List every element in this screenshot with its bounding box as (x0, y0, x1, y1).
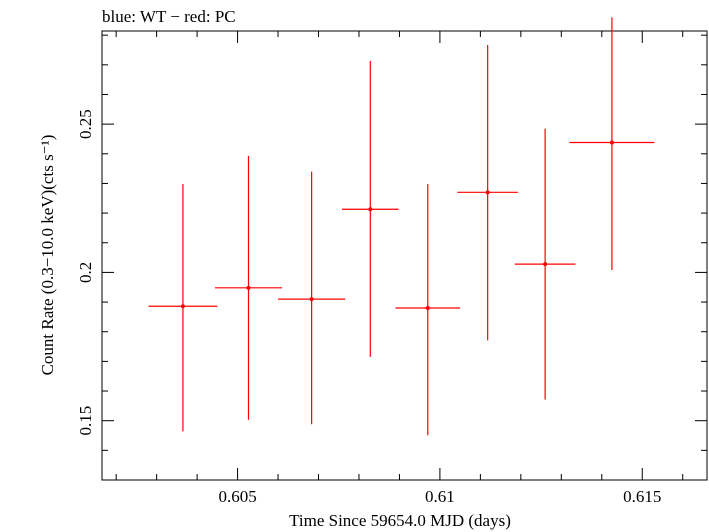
x-tick-label: 0.605 (218, 487, 256, 506)
data-point (246, 285, 251, 290)
y-tick-label: 0.2 (76, 262, 95, 283)
data-point (368, 207, 373, 212)
data-point (609, 140, 614, 145)
x-tick-label: 0.61 (425, 487, 455, 506)
plot-frame (101, 30, 708, 481)
data-point (543, 262, 548, 267)
data-point (425, 305, 430, 310)
data-point (180, 304, 185, 309)
plot-area: 0.605 0.61 0.615 0.15 0.2 0.25 (76, 17, 708, 506)
x-axis-label: Time Since 59654.0 MJD (days) (289, 511, 511, 530)
chart-title: blue: WT − red: PC (102, 7, 236, 26)
data-point (309, 297, 314, 302)
data-point (485, 190, 490, 195)
x-tick-label: 0.615 (623, 487, 661, 506)
y-tick-label: 0.15 (76, 406, 95, 436)
y-tick-label: 0.25 (76, 109, 95, 139)
y-axis-label: Count Rate (0.3−10.0 keV)(cts s⁻¹) (38, 135, 57, 376)
